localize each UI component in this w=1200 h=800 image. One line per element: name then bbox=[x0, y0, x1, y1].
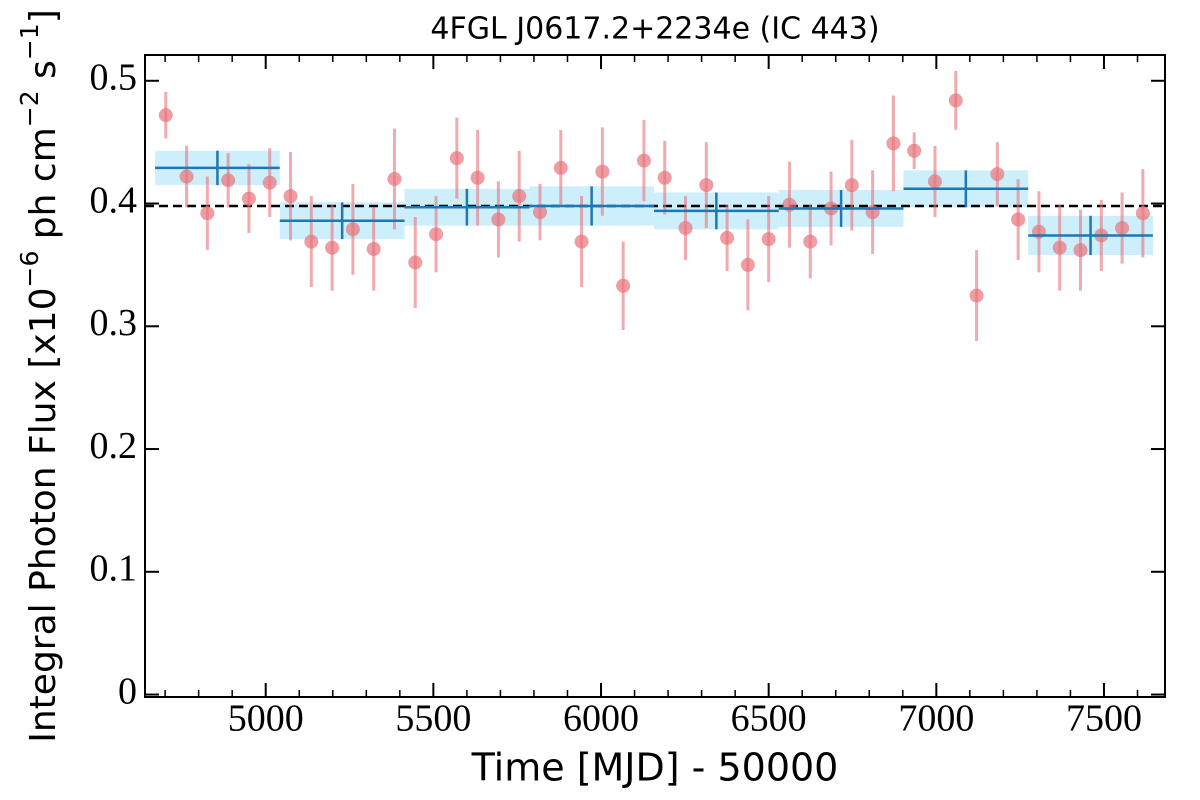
point bbox=[761, 232, 776, 247]
y-tick-label: 0.4 bbox=[90, 179, 138, 221]
point bbox=[740, 257, 755, 272]
y-tick-label: 0.3 bbox=[90, 302, 138, 344]
point bbox=[387, 171, 402, 186]
point bbox=[325, 240, 340, 255]
plot-frame bbox=[144, 54, 1166, 698]
point bbox=[886, 136, 901, 151]
point bbox=[574, 234, 589, 249]
x-tick-label: 5500 bbox=[395, 698, 471, 740]
x-tick-label: 7500 bbox=[1066, 698, 1142, 740]
y-axis-label-part: −2 bbox=[15, 90, 44, 127]
point bbox=[512, 189, 527, 204]
point bbox=[990, 167, 1005, 182]
point bbox=[408, 255, 423, 270]
point bbox=[969, 288, 984, 303]
point bbox=[262, 175, 277, 190]
point bbox=[657, 170, 672, 185]
y-axis-label: Integral Photon Flux [x10−6 ph cm−2 s−1] bbox=[15, 9, 65, 743]
x-tick-label: 7000 bbox=[898, 698, 974, 740]
point bbox=[449, 151, 464, 166]
point bbox=[948, 93, 963, 108]
point bbox=[1115, 221, 1130, 236]
point bbox=[907, 143, 922, 158]
point bbox=[1135, 206, 1150, 221]
x-tick-label: 6000 bbox=[563, 698, 639, 740]
point bbox=[803, 234, 818, 249]
point bbox=[366, 241, 381, 256]
point bbox=[844, 178, 859, 193]
point bbox=[429, 227, 444, 242]
point bbox=[345, 222, 360, 237]
y-axis-label-part: −1 bbox=[15, 23, 44, 60]
point bbox=[470, 170, 485, 185]
y-axis-label-part: Integral Photon Flux [x10 bbox=[23, 288, 64, 743]
y-tick-label: 0.2 bbox=[90, 425, 138, 467]
point bbox=[304, 234, 319, 249]
point bbox=[678, 221, 693, 236]
x-axis-label: Time [MJD] - 50000 bbox=[471, 746, 839, 790]
point bbox=[241, 191, 256, 206]
x-tick-label: 6500 bbox=[731, 698, 807, 740]
x-tick-label: 5000 bbox=[228, 698, 304, 740]
chart-title: 4FGL J0617.2+2234e (IC 443) bbox=[430, 12, 879, 47]
point bbox=[283, 189, 298, 204]
y-tick-label: 0.5 bbox=[90, 56, 138, 98]
point bbox=[158, 108, 173, 123]
point bbox=[491, 212, 506, 227]
point bbox=[1052, 240, 1067, 255]
point bbox=[1073, 243, 1088, 258]
point bbox=[1011, 212, 1026, 227]
y-tick-label: 0 bbox=[118, 670, 137, 712]
y-axis-label-part: ] bbox=[23, 9, 64, 23]
point bbox=[720, 230, 735, 245]
point bbox=[532, 205, 547, 220]
y-axis-label-part: ph cm bbox=[23, 127, 64, 250]
point bbox=[616, 278, 631, 293]
y-tick-label: 0.1 bbox=[90, 548, 138, 590]
point bbox=[179, 169, 194, 184]
y-axis-label-part: s bbox=[23, 60, 64, 90]
y-axis-label-part: −6 bbox=[15, 251, 44, 288]
point bbox=[595, 164, 610, 179]
point bbox=[699, 178, 714, 193]
point bbox=[200, 206, 215, 221]
point bbox=[927, 174, 942, 189]
point bbox=[221, 173, 236, 188]
point bbox=[553, 160, 568, 175]
point bbox=[636, 153, 651, 168]
